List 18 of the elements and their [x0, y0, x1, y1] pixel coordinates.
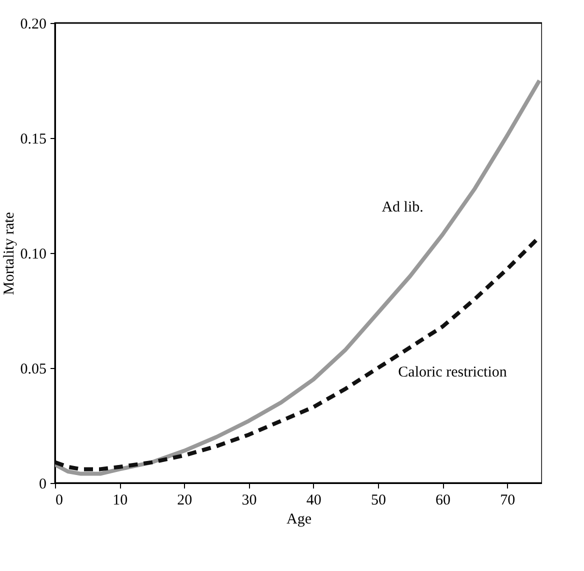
x-tick-label: 10 — [112, 492, 128, 508]
series-label: Ad lib. — [382, 200, 424, 216]
y-tick-label: 0.05 — [20, 362, 46, 378]
x-tick-label: 70 — [500, 492, 516, 508]
x-tick-label: 0 — [56, 492, 63, 508]
y-axis-title: Mortality rate — [1, 212, 18, 295]
x-tick-label: 30 — [242, 492, 257, 508]
y-tick-label: 0.20 — [20, 16, 46, 32]
y-tick-label: 0.10 — [20, 246, 46, 262]
line-series — [55, 78, 542, 476]
x-tick-label: 60 — [436, 492, 451, 508]
x-tick-label: 20 — [177, 492, 192, 508]
x-tick-label: 40 — [306, 492, 322, 508]
series-label: Caloric restriction — [398, 364, 508, 381]
x-axis-title: Age — [286, 512, 312, 528]
y-tick-label: 0 — [39, 476, 46, 492]
y-tick-label: 0.15 — [20, 132, 46, 148]
x-tick-label: 50 — [370, 492, 386, 508]
